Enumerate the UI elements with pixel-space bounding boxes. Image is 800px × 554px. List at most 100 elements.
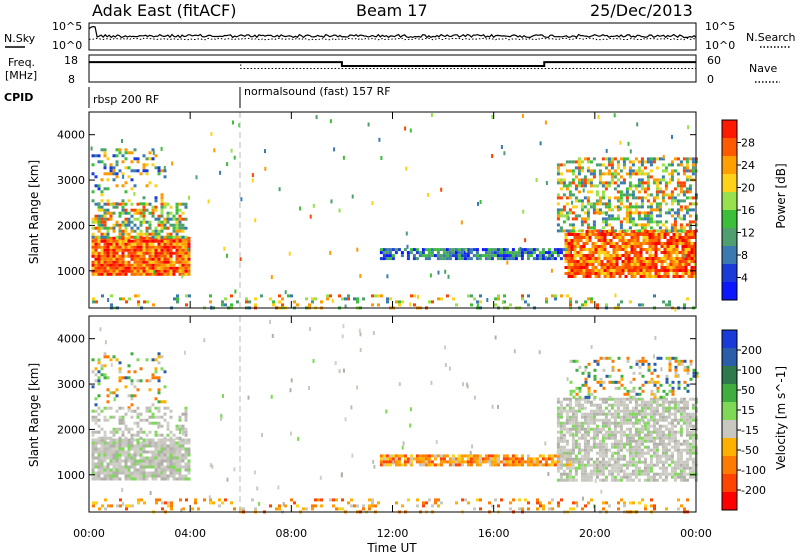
velocity-colorbar-swatch [722,384,737,403]
power-cell [457,248,461,252]
velocity-cell [587,386,591,390]
power-cell [445,248,449,252]
velocity-cell [658,415,662,419]
power-cell [142,251,146,255]
power-cell [679,229,683,233]
velocity-cell [625,475,629,479]
power-cell [636,272,640,275]
velocity-cell [628,457,632,461]
velocity-cell [167,501,170,505]
velocity-cell [136,415,140,419]
freq-tick-bottom: 8 [68,73,75,86]
velocity-cell [592,436,596,440]
velocity-cell [157,465,161,469]
velocity-cell [562,448,566,452]
velocity-cell [571,412,575,416]
velocity-cell [640,454,644,458]
power-cell [663,251,667,254]
velocity-cell [400,463,404,467]
velocity-cell [169,444,173,448]
velocity-cell [544,441,547,446]
power-cell [625,172,629,176]
power-cell [576,266,580,269]
velocity-cell [616,445,620,449]
power-cell [172,217,176,221]
velocity-cell [673,433,677,437]
power-cell [591,266,595,269]
power-cell [112,269,116,273]
velocity-cell [664,400,668,404]
power-cell [106,157,110,161]
velocity-cell [616,460,620,464]
power-cell [567,272,571,275]
power-cell [651,242,655,245]
power-cell [564,251,568,254]
power-cell [124,223,128,227]
power-cell [594,260,598,263]
velocity-cell [616,397,620,401]
power-cell [657,257,661,260]
power-cell [545,297,548,301]
velocity-cell [100,462,104,466]
power-cell [625,199,629,203]
velocity-cell [673,475,677,479]
velocity-cell [658,442,662,446]
power-cell [621,254,625,257]
power-cell [405,166,408,171]
velocity-cell [655,433,659,437]
power-cell [679,223,683,227]
velocity-cell [269,504,272,508]
power-cell [649,220,653,224]
velocity-cell [434,501,437,505]
power-cell [455,303,458,307]
velocity-cell [526,460,530,464]
velocity-cell [649,478,653,482]
power-cell [628,205,632,209]
power-cell [329,119,332,124]
velocity-cell [649,466,653,470]
velocity-colorbar-tick-label: -50 [741,444,759,457]
velocity-cell [649,409,653,413]
velocity-cell [125,504,128,508]
power-cell [630,230,634,233]
power-cell [559,178,563,182]
power-cell [619,223,623,227]
velocity-cell [677,362,681,366]
velocity-cell [172,441,176,445]
velocity-cell [652,451,656,455]
power-cell [679,208,683,212]
power-cell [115,257,119,261]
power-cell [338,208,341,213]
power-cell [600,248,604,251]
velocity-cell [587,395,591,399]
power-cell [640,160,644,164]
velocity-cell [187,447,191,451]
power-cell [586,208,590,212]
power-cell [634,211,638,215]
power-cell [645,239,649,242]
power-cell [163,257,167,261]
velocity-cell [442,454,446,458]
velocity-cell [634,427,638,431]
power-cell [97,214,101,218]
velocity-cell [625,448,629,452]
velocity-cell [610,475,614,479]
power-cell [118,211,122,215]
power-cell [618,236,622,239]
velocity-colorbar-tick-label: 15 [741,404,755,417]
power-cell [103,166,107,170]
power-cell [619,202,623,206]
velocity-cell [282,502,285,506]
power-cell [169,217,173,221]
velocity-cell [550,463,554,467]
velocity-cell [607,424,611,428]
velocity-cell [218,504,221,508]
power-cell [124,245,128,249]
velocity-cell [372,459,375,464]
velocity-cell [562,439,566,443]
power-cell [690,248,694,251]
power-cell [121,260,125,264]
velocity-cell [604,451,608,455]
velocity-cell [654,336,657,340]
velocity-cell [157,415,161,419]
